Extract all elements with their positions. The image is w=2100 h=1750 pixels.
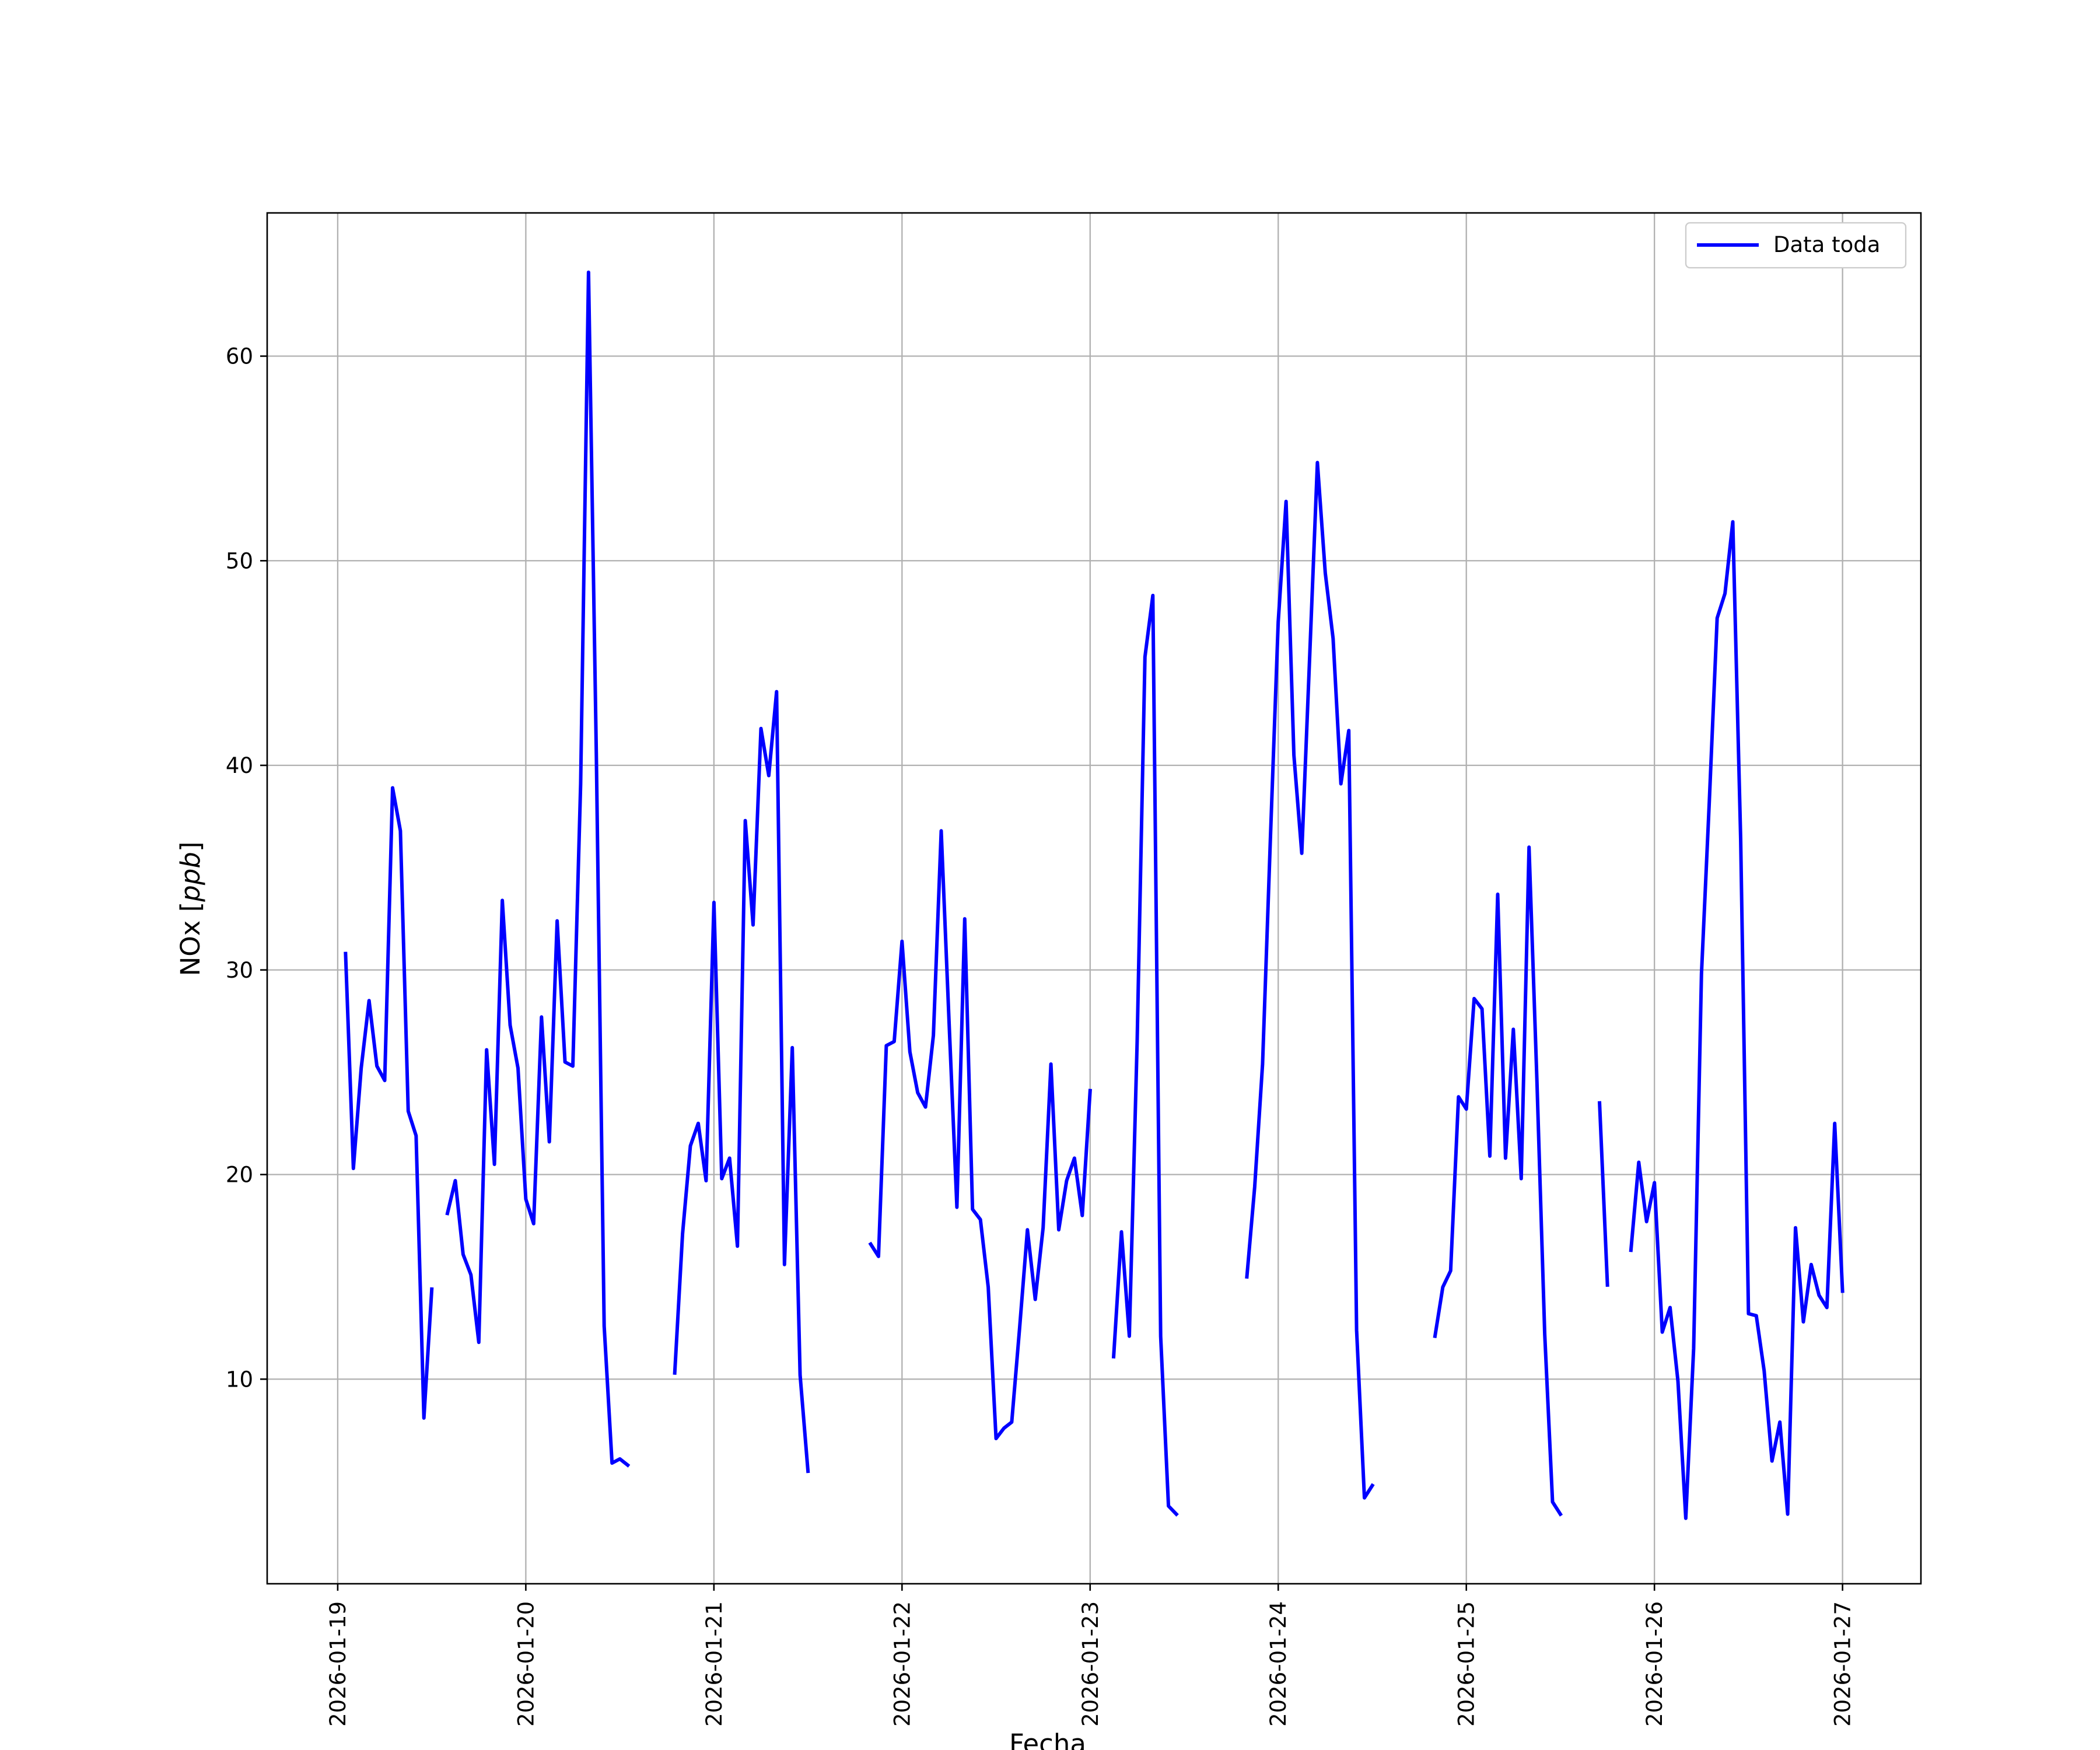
- series-line-segment: [1597, 1101, 1609, 1287]
- series-line-segment: [1111, 593, 1179, 1517]
- y-tick-label: 60: [226, 344, 253, 369]
- series-line-segment: [1245, 460, 1375, 1500]
- x-tick-label: 2026-01-26: [1642, 1601, 1667, 1727]
- legend-label: Data toda: [1773, 232, 1880, 257]
- x-tick-label: 2026-01-20: [513, 1601, 538, 1727]
- series-line-segment: [445, 270, 631, 1468]
- grid-lines: [267, 213, 1921, 1584]
- y-tick-label: 10: [226, 1367, 253, 1392]
- series-line-segment: [344, 786, 434, 1420]
- legend-box: [1685, 222, 1907, 269]
- y-tick-label: 50: [226, 548, 253, 573]
- x-tick-label: 2026-01-22: [890, 1601, 915, 1727]
- x-tick-label: 2026-01-24: [1266, 1601, 1291, 1727]
- series-line-segment: [673, 690, 810, 1474]
- plot-frame: [266, 212, 1922, 1585]
- x-tick-label: 2026-01-27: [1831, 1601, 1856, 1727]
- y-tick-label: 40: [226, 753, 253, 778]
- y-tick-label: 20: [226, 1163, 253, 1188]
- series-line-segment: [868, 829, 1092, 1440]
- series-line-segment: [1433, 845, 1563, 1517]
- x-tick-label: 2026-01-19: [326, 1601, 351, 1727]
- data-series-layer: [344, 270, 1845, 1520]
- y-tick-label: 30: [226, 958, 253, 983]
- y-axis-title-close: ]: [175, 842, 206, 852]
- x-tick-label: 2026-01-21: [702, 1601, 727, 1727]
- y-axis-title: NOx [ppb]: [175, 842, 206, 977]
- axis-ticks: [260, 355, 1843, 1591]
- x-tick-label: 2026-01-25: [1454, 1601, 1479, 1727]
- series-line-segment: [1629, 520, 1845, 1520]
- x-tick-label: 2026-01-23: [1078, 1601, 1103, 1727]
- x-axis-title: Fecha: [1009, 1728, 1086, 1750]
- legend: Data toda: [1685, 222, 1907, 269]
- y-axis-title-unit: ppb: [175, 852, 206, 902]
- y-axis-title-text: NOx [: [175, 902, 206, 977]
